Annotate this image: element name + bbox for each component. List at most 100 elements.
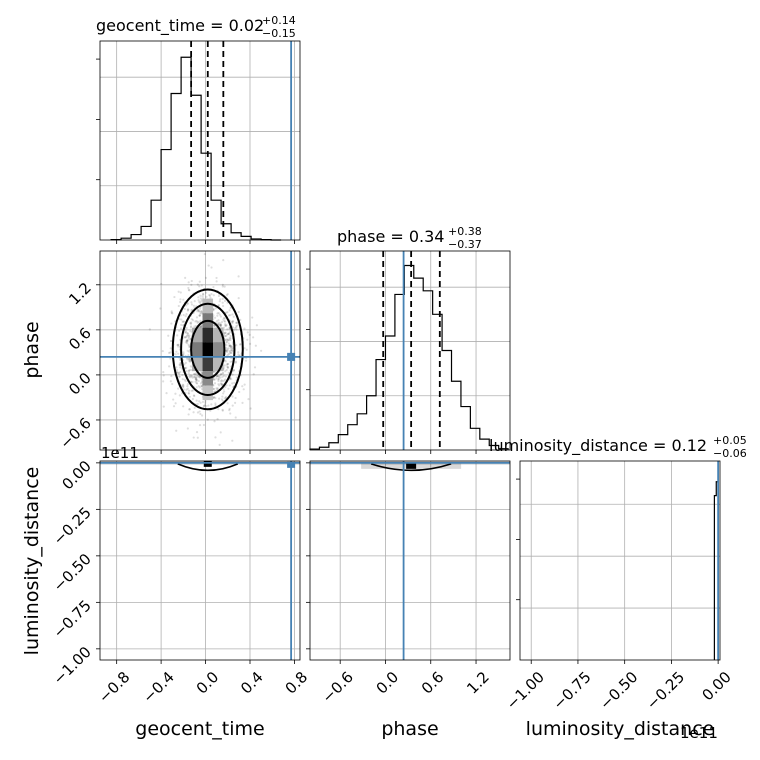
scatter-point [182,405,185,408]
scatter-point [192,411,195,414]
scatter-point [187,350,191,353]
scatter-point [228,344,231,347]
contour-line [171,288,244,411]
scatter-point [175,350,178,353]
scatter-point [228,407,231,410]
histogram-step [110,56,282,241]
scatter-point [228,331,232,334]
scatter-point [190,374,193,377]
scatter-point [197,375,200,379]
scatter-point [175,366,178,369]
scatter-point [225,323,228,327]
xlabel-distance: luminosity_distance [526,718,715,740]
offset-text-left: 1e11 [101,444,139,462]
scatter-point [242,388,245,391]
scatter-point [184,380,187,383]
scatter-point [194,377,197,381]
scatter-point [186,302,189,306]
contour-line [190,319,226,379]
title-distance-sub: −0.06 [713,447,747,460]
scatter-point [216,387,219,390]
scatter-point [232,369,235,372]
scatter-point [179,327,183,330]
x-tick-label: 1.2 [463,668,493,698]
scatter-point [226,402,229,405]
panel-distance-vs-phase: −0.6 0.0 0.6 1.2 [306,460,511,707]
scatter-point [204,291,208,294]
scatter-point [184,315,187,318]
scatter-point [170,311,173,314]
scatter-point [183,307,186,311]
x-tick-label: −0.25 [643,668,688,713]
scatter-point [187,392,191,395]
scatter-point [221,375,224,378]
scatter-point [196,310,199,313]
density-cell [202,327,214,343]
title-distance-sup: +0.05 [713,434,747,447]
scatter-point [217,379,220,382]
scatter-point [185,339,188,342]
scatter-point [174,402,177,405]
scatter-point [208,294,212,297]
scatter-point [226,365,229,368]
scatter-point [184,276,187,279]
scatter-point [187,334,190,337]
scatter-point [194,380,197,383]
scatter-point [216,374,219,378]
scatter-point [178,363,181,367]
scatter-point [232,315,235,318]
scatter-point [214,404,217,407]
scatter-point [177,345,180,348]
panel-frame [99,460,301,661]
scatter-point [231,349,234,352]
scatter-point [202,405,205,408]
scatter-point [226,311,229,314]
scatter-point [189,325,193,328]
scatter-point [217,378,220,381]
scatter-point [192,394,196,397]
x-tick-label: −0.75 [549,668,594,713]
scatter-point [183,378,186,381]
scatter-point [188,408,191,411]
scatter-point [200,414,204,417]
y-tick-label: −0.6 [56,414,94,452]
scatter-point [168,365,171,368]
scatter-point [212,387,215,391]
scatter-point [214,307,217,310]
scatter-point [188,395,191,398]
scatter-point [196,411,200,414]
title-phase-sup: +0.38 [448,225,482,238]
scatter-point [222,318,225,321]
scatter-point [221,285,224,288]
scatter-point [178,375,181,378]
scatter-point [230,320,234,323]
scatter-point [228,327,231,330]
scatter-point [225,311,228,314]
scatter-point [184,367,187,370]
scatter-point [213,324,216,328]
scatter-point [237,353,240,356]
scatter-point [193,375,196,378]
scatter-point [217,374,220,378]
scatter-point [192,436,195,439]
scatter-point [218,397,221,400]
scatter-point [186,308,189,311]
scatter-point [231,349,234,352]
scatter-point [225,349,228,352]
scatter-point [212,294,215,297]
scatter-point [214,402,217,405]
scatter-point [224,395,228,399]
density-cell [213,342,224,357]
scatter-point [223,299,227,302]
scatter-point [233,328,236,331]
scatter-point [213,378,216,381]
y-tick-label: 0.00 [58,457,94,493]
scatter-point [188,345,191,348]
scatter-point [194,377,197,380]
scatter-point [219,322,222,325]
scatter-point [234,396,237,400]
scatter-point [248,342,252,345]
scatter-point [159,307,162,310]
density-cell [192,327,203,343]
scatter-point [236,324,239,327]
